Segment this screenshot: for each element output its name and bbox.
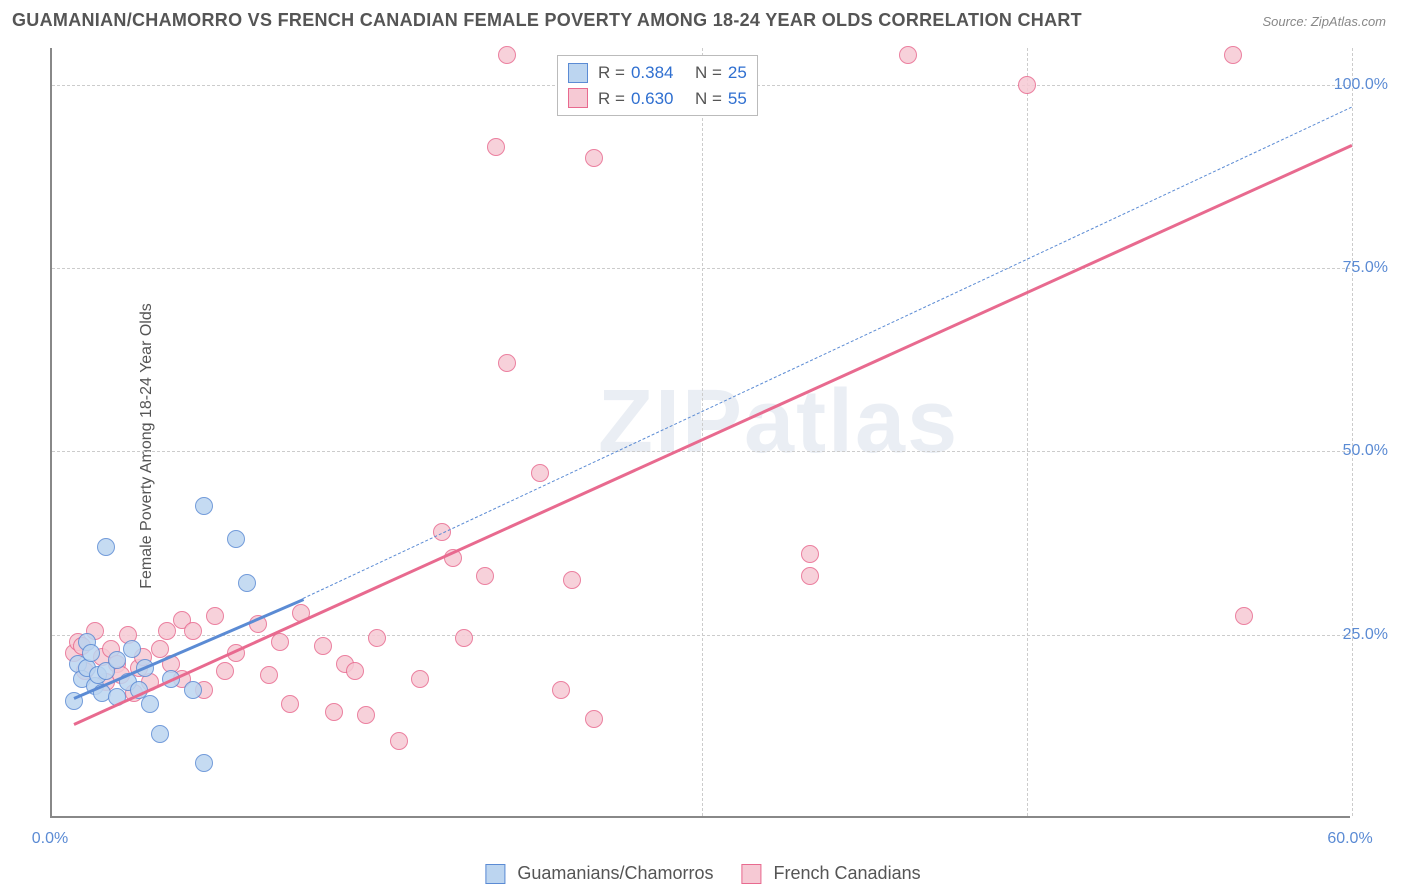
data-point-french_canadians: [411, 670, 429, 688]
data-point-guamanians: [151, 725, 169, 743]
stat-r-label: R =: [598, 60, 625, 86]
data-point-french_canadians: [585, 710, 603, 728]
stats-row-guamanians: R = 0.384 N = 25: [568, 60, 747, 86]
data-point-guamanians: [227, 530, 245, 548]
data-point-french_canadians: [801, 567, 819, 585]
data-point-french_canadians: [552, 681, 570, 699]
stat-n-value: 25: [728, 60, 747, 86]
legend-swatch: [742, 864, 762, 884]
y-tick-label: 25.0%: [1343, 626, 1388, 644]
legend-label: French Canadians: [774, 863, 921, 884]
correlation-stats-box: R = 0.384 N = 25R = 0.630 N = 55: [557, 55, 758, 116]
data-point-french_canadians: [585, 149, 603, 167]
data-point-french_canadians: [899, 46, 917, 64]
stat-n-label: N =: [695, 86, 722, 112]
y-tick-label: 100.0%: [1334, 76, 1388, 94]
vgrid-line: [1352, 48, 1353, 816]
y-tick-label: 75.0%: [1343, 259, 1388, 277]
stat-r-value: 0.630: [631, 86, 674, 112]
stats-row-french_canadians: R = 0.630 N = 55: [568, 86, 747, 112]
data-point-french_canadians: [260, 666, 278, 684]
data-point-french_canadians: [281, 695, 299, 713]
data-point-french_canadians: [158, 622, 176, 640]
data-point-french_canadians: [563, 571, 581, 589]
data-point-guamanians: [108, 651, 126, 669]
data-point-french_canadians: [801, 545, 819, 563]
vgrid-line: [1027, 48, 1028, 816]
hgrid-line: [52, 635, 1350, 636]
data-point-guamanians: [195, 754, 213, 772]
stat-n-label: N =: [695, 60, 722, 86]
data-point-french_canadians: [531, 464, 549, 482]
legend-swatch: [568, 88, 588, 108]
legend-item-guamanians: Guamanians/Chamorros: [485, 863, 713, 884]
data-point-guamanians: [184, 681, 202, 699]
legend-swatch: [568, 63, 588, 83]
data-point-french_canadians: [455, 629, 473, 647]
x-tick-label: 60.0%: [1327, 830, 1372, 848]
data-point-french_canadians: [390, 732, 408, 750]
x-tick-label: 0.0%: [32, 830, 68, 848]
data-point-french_canadians: [1224, 46, 1242, 64]
watermark-text: ZIPatlas: [598, 371, 959, 474]
data-point-guamanians: [195, 497, 213, 515]
data-point-french_canadians: [184, 622, 202, 640]
data-point-french_canadians: [325, 703, 343, 721]
page-title: GUAMANIAN/CHAMORRO VS FRENCH CANADIAN FE…: [12, 10, 1082, 31]
series-legend: Guamanians/Chamorros French Canadians: [485, 863, 920, 884]
trend-line: [73, 143, 1353, 725]
stat-r-value: 0.384: [631, 60, 674, 86]
hgrid-line: [52, 268, 1350, 269]
data-point-french_canadians: [346, 662, 364, 680]
stat-n-value: 55: [728, 86, 747, 112]
data-point-guamanians: [82, 644, 100, 662]
data-point-guamanians: [238, 574, 256, 592]
legend-swatch: [485, 864, 505, 884]
scatter-plot-area: ZIPatlas: [50, 48, 1350, 818]
source-attribution: Source: ZipAtlas.com: [1262, 14, 1386, 29]
data-point-french_canadians: [314, 637, 332, 655]
data-point-french_canadians: [216, 662, 234, 680]
data-point-french_canadians: [368, 629, 386, 647]
data-point-french_canadians: [487, 138, 505, 156]
data-point-guamanians: [141, 695, 159, 713]
data-point-french_canadians: [206, 607, 224, 625]
data-point-guamanians: [123, 640, 141, 658]
data-point-french_canadians: [476, 567, 494, 585]
data-point-guamanians: [97, 538, 115, 556]
data-point-french_canadians: [498, 354, 516, 372]
data-point-french_canadians: [1235, 607, 1253, 625]
legend-item-french_canadians: French Canadians: [742, 863, 921, 884]
trend-line-extrapolated: [303, 107, 1352, 599]
data-point-french_canadians: [357, 706, 375, 724]
hgrid-line: [52, 451, 1350, 452]
vgrid-line: [702, 48, 703, 816]
data-point-french_canadians: [1018, 76, 1036, 94]
legend-label: Guamanians/Chamorros: [517, 863, 713, 884]
y-tick-label: 50.0%: [1343, 442, 1388, 460]
stat-r-label: R =: [598, 86, 625, 112]
data-point-french_canadians: [498, 46, 516, 64]
